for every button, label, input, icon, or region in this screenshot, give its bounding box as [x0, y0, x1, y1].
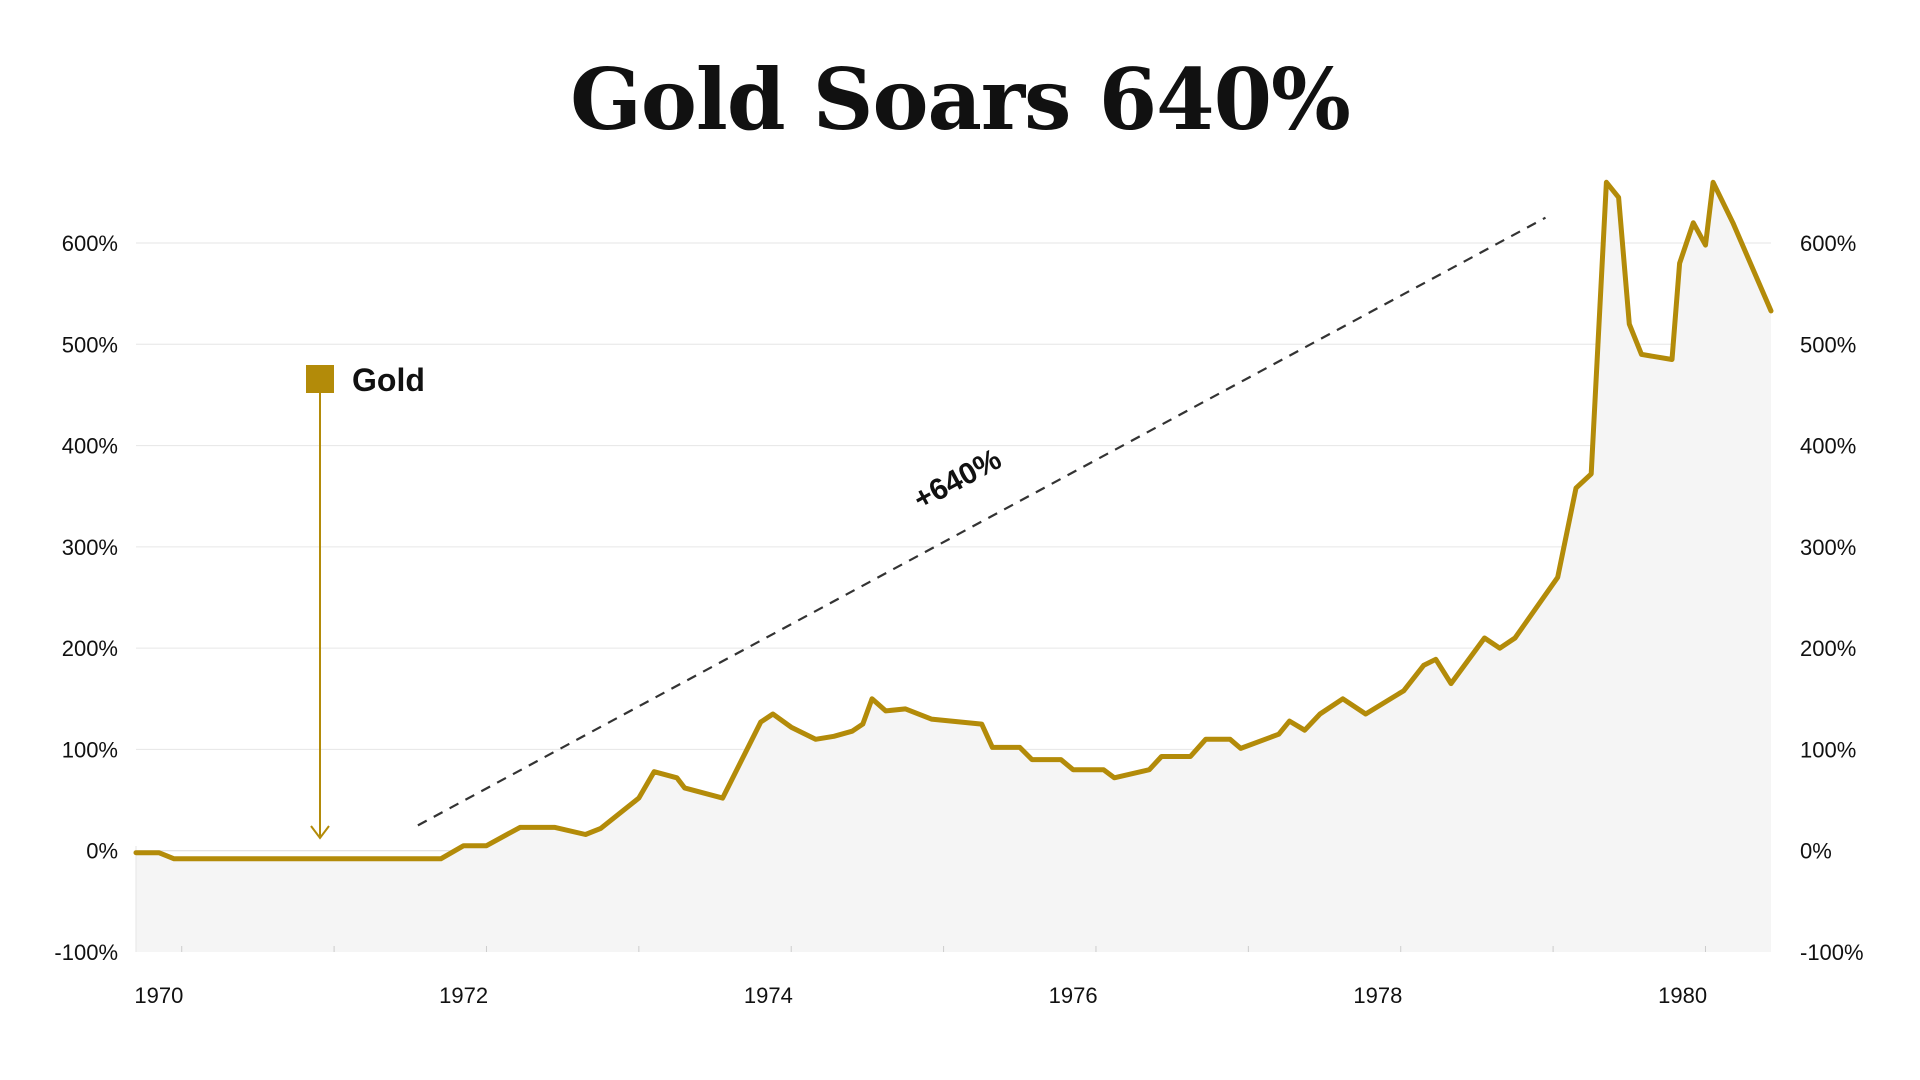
legend-label-gold: Gold [352, 362, 425, 398]
x-tick-label: 1978 [1353, 983, 1402, 1008]
x-tick-label: 1980 [1658, 983, 1707, 1008]
x-axis: 1970 1972 1974 1976 1978 1980 [134, 946, 1707, 1008]
area-fill [136, 182, 1771, 953]
x-tick-label: 1972 [439, 983, 488, 1008]
y-tick-label-left: 400% [62, 434, 118, 459]
y-tick-label-right: -100% [1800, 940, 1864, 965]
y-tick-label-left: 300% [62, 535, 118, 560]
y-tick-label-left: 500% [62, 332, 118, 357]
y-tick-label-left: 200% [62, 636, 118, 661]
legend-swatch-gold [306, 365, 334, 393]
x-tick-label: 1976 [1049, 983, 1098, 1008]
y-tick-label-right: 300% [1800, 535, 1856, 560]
y-tick-label-left: 600% [62, 231, 118, 256]
trend-line [417, 216, 1547, 827]
x-tick-label: 1970 [134, 983, 183, 1008]
y-axis-left: 600% 500% 400% 300% 200% 100% 0% -100% [54, 231, 118, 965]
x-tick-label: 1974 [744, 983, 793, 1008]
trend-label: +640% [908, 443, 1007, 517]
y-tick-label-right: 400% [1800, 434, 1856, 459]
legend-pointer-arrowhead [310, 825, 330, 840]
y-tick-label-left: 100% [62, 737, 118, 762]
y-tick-label-right: 600% [1800, 231, 1856, 256]
y-axis-right: 600% 500% 400% 300% 200% 100% 0% -100% [1800, 231, 1864, 965]
y-tick-label-right: 500% [1800, 332, 1856, 357]
y-tick-label-right: 100% [1800, 737, 1856, 762]
y-tick-label-left: -100% [54, 940, 118, 965]
series-line-gold [133, 179, 1774, 862]
chart-title: Gold Soars 640% [570, 50, 1351, 149]
y-tick-label-left: 0% [86, 839, 118, 864]
legend: Gold [306, 362, 425, 840]
y-tick-label-right: 200% [1800, 636, 1856, 661]
y-tick-label-right: 0% [1800, 839, 1832, 864]
